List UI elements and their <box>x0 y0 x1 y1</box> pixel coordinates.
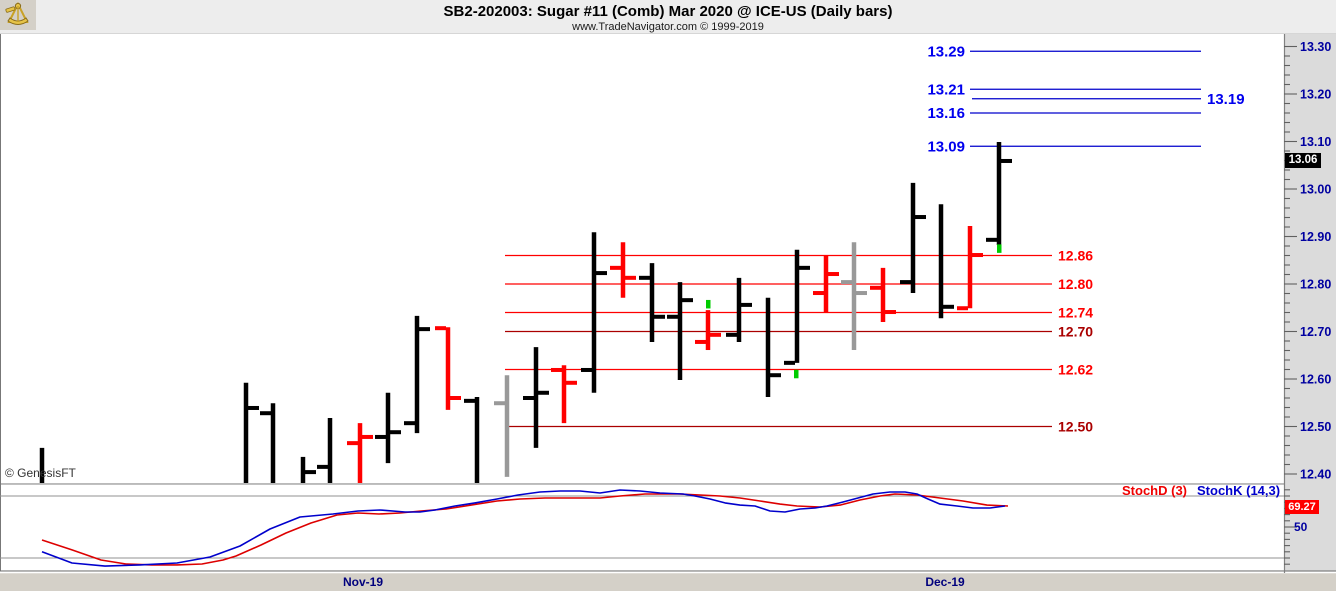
price-axis-tick-label: 13.10 <box>1300 135 1331 149</box>
price-axis-tick-label: 12.70 <box>1300 325 1331 339</box>
support-level-label: 12.74 <box>1058 305 1093 321</box>
stochk-legend-label[interactable]: StochK (14,3) <box>1197 483 1281 498</box>
resistance-level-label: 13.16 <box>927 105 965 122</box>
support-level-label: 12.70 <box>1058 324 1093 340</box>
buy-signal-marker <box>794 369 799 379</box>
resistance-level-label: 13.09 <box>927 138 965 155</box>
price-axis-tick-label: 12.60 <box>1300 373 1331 387</box>
date-axis-strip <box>0 573 1336 591</box>
price-axis-tick-label: 12.80 <box>1300 278 1331 292</box>
price-axis-tick-label: 13.20 <box>1300 88 1331 102</box>
support-level-label: 12.80 <box>1058 276 1093 292</box>
title-bar: SB2-202003: Sugar #11 (Comb) Mar 2020 @ … <box>0 0 1336 34</box>
genesisft-watermark: © GenesisFT <box>5 466 76 480</box>
resistance-level-label: 13.19 <box>1207 91 1245 108</box>
sextant-icon <box>5 2 29 25</box>
chart-subtitle: www.TradeNavigator.com © 1999-2019 <box>572 21 764 33</box>
genesis-logo[interactable] <box>0 0 36 30</box>
price-axis-tick-label: 12.90 <box>1300 230 1331 244</box>
price-axis-tick-label: 13.00 <box>1300 183 1331 197</box>
x-axis-label-nov: Nov-19 <box>342 575 383 589</box>
price-axis-tick-label: 13.30 <box>1300 40 1331 54</box>
buy-signal-marker <box>706 299 711 309</box>
price-axis-tick-label: 12.40 <box>1300 468 1331 482</box>
price-axis-strip <box>1284 33 1336 573</box>
last-price-badge: 13.06 <box>1285 153 1321 168</box>
chart-background <box>0 33 1336 573</box>
price-axis-tick-label: 12.50 <box>1300 420 1331 434</box>
stochd-legend-label[interactable]: StochD (3) <box>1122 483 1187 498</box>
stoch-value-badge: 69.27 <box>1285 500 1319 514</box>
stoch-50-tick-label: 50 <box>1294 520 1308 534</box>
support-level-label: 12.62 <box>1058 362 1093 378</box>
resistance-level-label: 13.29 <box>927 43 965 60</box>
buy-signal-marker <box>997 244 1002 253</box>
resistance-level-label: 13.21 <box>927 81 965 98</box>
stochk-curve <box>41 489 1006 567</box>
support-level-label: 12.50 <box>1058 419 1093 435</box>
stochd-curve <box>41 493 1009 566</box>
x-axis-label-dec: Dec-19 <box>925 575 965 589</box>
chart-title: SB2-202003: Sugar #11 (Comb) Mar 2020 @ … <box>443 3 893 20</box>
support-level-label: 12.86 <box>1058 248 1093 264</box>
